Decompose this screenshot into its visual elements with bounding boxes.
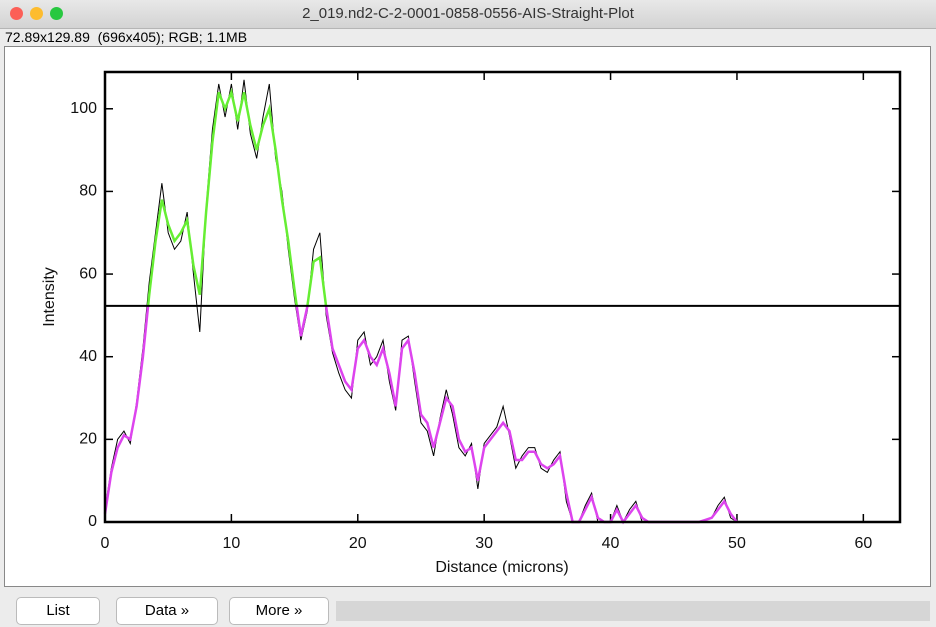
x-tick-label: 30 xyxy=(475,535,493,552)
more-button[interactable]: More » xyxy=(229,597,329,625)
raw-line xyxy=(104,79,738,524)
data-button[interactable]: Data » xyxy=(116,597,218,625)
x-tick-label: 40 xyxy=(602,535,620,552)
x-axis-label: Distance (microns) xyxy=(435,559,568,576)
plot-border xyxy=(103,70,902,524)
line-below xyxy=(103,305,738,525)
image-info: 72.89x129.89 (696x405); RGB; 1.1MB xyxy=(5,29,248,45)
title-bar: 2_019.nd2-C-2-0001-0858-0556-AIS-Straigh… xyxy=(0,0,936,29)
list-button[interactable]: List xyxy=(16,597,100,625)
plot-frame xyxy=(4,46,931,587)
y-tick-label: 40 xyxy=(79,348,97,365)
zoom-button[interactable] xyxy=(50,7,63,20)
line-above xyxy=(146,87,328,306)
x-tick-label: 60 xyxy=(854,535,872,552)
status-bar xyxy=(336,601,930,621)
y-tick-label: 20 xyxy=(79,431,97,448)
window-title: 2_019.nd2-C-2-0001-0858-0556-AIS-Straigh… xyxy=(302,5,634,22)
y-tick-label: 0 xyxy=(88,513,97,530)
y-tick-label: 80 xyxy=(79,183,97,200)
x-tick-label: 10 xyxy=(222,535,240,552)
minimize-button[interactable] xyxy=(30,7,43,20)
x-tick-label: 0 xyxy=(101,535,110,552)
x-tick-label: 50 xyxy=(728,535,746,552)
x-tick-label: 20 xyxy=(349,535,367,552)
y-tick-label: 100 xyxy=(70,100,97,117)
close-button[interactable] xyxy=(10,7,23,20)
y-tick-label: 60 xyxy=(79,265,97,282)
y-axis-label: Intensity xyxy=(41,267,58,327)
